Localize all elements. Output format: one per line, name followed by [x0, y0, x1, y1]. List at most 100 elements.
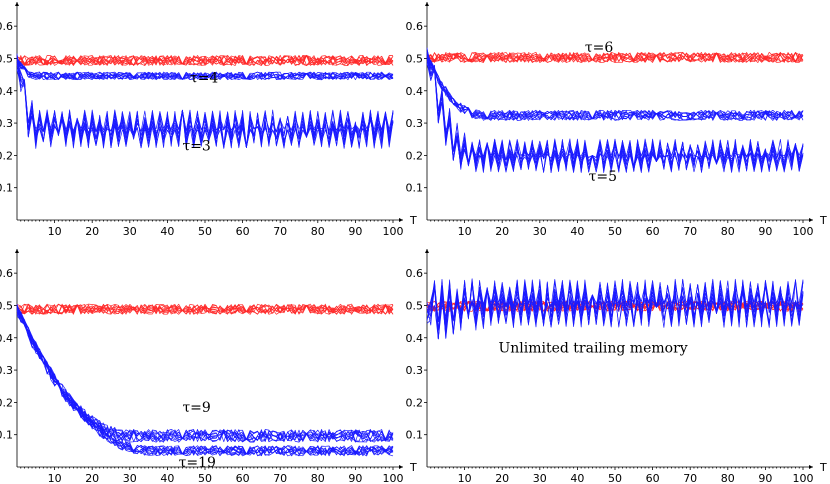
x-tick-label: 40	[570, 472, 584, 484]
x-axis-title: T	[819, 214, 827, 227]
x-axis-arrow	[809, 218, 813, 222]
x-tick-label: 70	[683, 225, 697, 238]
y-tick-label: 0.2	[0, 149, 13, 162]
x-tick-label: 60	[646, 225, 660, 238]
x-tick-label: 90	[348, 225, 362, 238]
x-tick-label: 80	[311, 472, 325, 484]
y-tick-label: 0.6	[406, 20, 424, 33]
series-run-line	[426, 59, 804, 121]
x-tick-label: 50	[608, 225, 622, 238]
y-tick-label: 0.6	[406, 267, 424, 280]
annotation-label: τ=4	[190, 71, 218, 87]
series-run-line	[426, 61, 804, 121]
series-run-line	[16, 60, 394, 81]
series-run-line	[16, 55, 394, 66]
x-tick-label: 30	[123, 225, 137, 238]
y-axis-arrow	[425, 2, 429, 6]
y-tick-label: 0.4	[0, 85, 13, 98]
series-run-line	[16, 303, 394, 315]
series-run-line	[16, 312, 394, 457]
y-tick-label: 0.1	[0, 182, 13, 195]
annotation-label: τ=9	[182, 400, 210, 416]
annotation-label: Unlimited trailing memory	[498, 340, 687, 356]
x-axis-title: T	[409, 461, 417, 474]
annotation-label: τ=3	[182, 139, 210, 155]
x-tick-label: 10	[48, 472, 62, 484]
series-group	[16, 303, 394, 457]
x-tick-label: 30	[123, 472, 137, 484]
x-tick-label: 30	[533, 472, 547, 484]
y-tick-label: 0.3	[406, 364, 424, 377]
series-run-line	[16, 55, 394, 66]
x-tick-label: 50	[198, 472, 212, 484]
x-tick-label: 70	[273, 225, 287, 238]
x-tick-label: 20	[85, 472, 99, 484]
panel-tau-5-6: 10 20 30 40 50 60 70 80 90 100 T 0.1 0.2 0.3 0.4 0.5 0.6…	[406, 2, 827, 238]
x-tick-label: 80	[721, 225, 735, 238]
series-run-line	[16, 308, 394, 443]
series-run-line	[16, 303, 394, 315]
series-run-line	[16, 311, 394, 443]
series-run-line	[16, 307, 394, 442]
series-run-line	[426, 51, 804, 63]
y-axis-arrow	[15, 2, 19, 6]
x-tick-label: 20	[495, 472, 509, 484]
x-tick-label: 100	[383, 472, 404, 484]
y-axis-arrow	[15, 249, 19, 253]
panel-tau-9-19: 10 20 30 40 50 60 70 80 90 100 T 0.1 0.2 0.3 0.4 0.5 0.6…	[0, 249, 417, 484]
x-tick-label: 90	[348, 472, 362, 484]
x-tick-label: 100	[793, 472, 814, 484]
series-run-line	[426, 52, 804, 63]
x-axis-title: T	[819, 461, 827, 474]
y-tick-label: 0.4	[406, 332, 424, 345]
series-run-line	[426, 278, 804, 331]
x-tick-label: 50	[198, 225, 212, 238]
series-run-line	[16, 311, 394, 443]
x-tick-label: 10	[458, 472, 472, 484]
y-tick-label: 0.3	[0, 117, 13, 130]
series-run-line	[426, 54, 804, 173]
y-tick-label: 0.4	[0, 332, 13, 345]
series-group	[426, 47, 804, 174]
series-run-line	[426, 51, 804, 63]
y-tick-label: 0.5	[0, 52, 13, 65]
y-tick-label: 0.2	[0, 396, 13, 409]
annotation-label: τ=19	[179, 455, 216, 471]
series-run-line	[16, 309, 394, 443]
x-tick-label: 80	[721, 472, 735, 484]
x-tick-label: 20	[495, 225, 509, 238]
panel-tau-3-4: 10 20 30 40 50 60 70 80 90 100 T 0.1 0.2 0.3 0.4 0.5 0.6…	[0, 2, 417, 238]
series-run-line	[16, 57, 394, 81]
x-tick-label: 40	[160, 472, 174, 484]
x-tick-label: 100	[793, 225, 814, 238]
x-tick-label: 80	[311, 225, 325, 238]
series-run-line	[16, 306, 394, 443]
y-tick-label: 0.1	[406, 182, 424, 195]
series-run-line	[426, 51, 804, 63]
series-run-line	[16, 311, 394, 457]
series-run-line	[426, 56, 804, 121]
series-group	[426, 278, 804, 340]
y-tick-label: 0.3	[0, 364, 13, 377]
annotation-label: τ=5	[589, 169, 617, 185]
y-tick-label: 0.5	[0, 299, 13, 312]
x-tick-label: 100	[383, 225, 404, 238]
series-run-line	[426, 58, 804, 121]
x-tick-label: 70	[683, 472, 697, 484]
y-tick-label: 0.1	[0, 429, 13, 442]
series-run-line	[16, 64, 394, 149]
x-axis-arrow	[399, 218, 403, 222]
y-tick-label: 0.6	[0, 267, 13, 280]
series-run-line	[426, 57, 804, 173]
series-run-line	[16, 55, 394, 66]
y-tick-label: 0.2	[406, 149, 424, 162]
series-run-line	[426, 280, 804, 340]
y-tick-label: 0.3	[406, 117, 424, 130]
series-run-line	[16, 57, 394, 81]
x-tick-label: 30	[533, 225, 547, 238]
series-run-line	[426, 279, 804, 339]
series-run-line	[16, 55, 394, 66]
x-tick-label: 40	[570, 225, 584, 238]
x-tick-label: 10	[458, 225, 472, 238]
panel-unlimited-memory: 10 20 30 40 50 60 70 80 90 100 T 0.1 0.2 0.3 0.4 0.5 0.6…	[406, 249, 827, 484]
